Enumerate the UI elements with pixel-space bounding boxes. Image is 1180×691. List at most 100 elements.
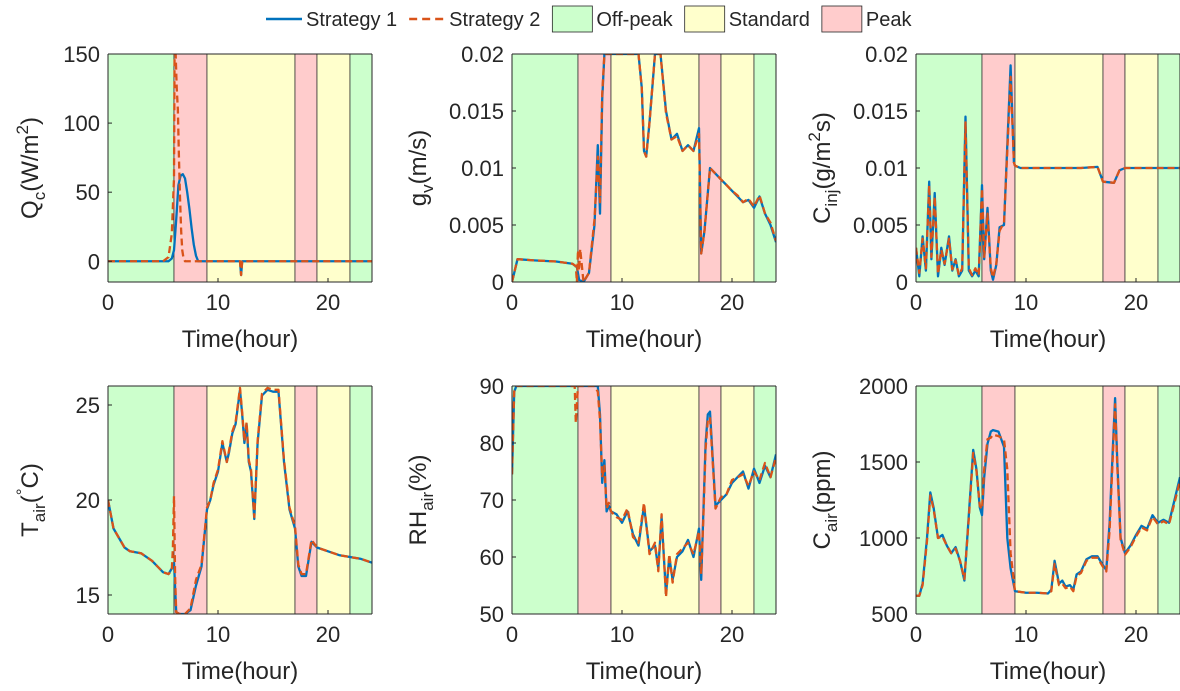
y-tick-label: 0.02: [461, 42, 504, 67]
tariff-band-off-peak: [916, 386, 983, 614]
y-tick-label: 0: [492, 270, 504, 295]
tariff-band-peak: [294, 54, 318, 282]
tariff-band-peak: [981, 386, 1016, 614]
tariff-band-peak: [294, 386, 318, 614]
x-tick-label: 10: [206, 290, 230, 315]
x-tick-label: 10: [610, 290, 634, 315]
y-tick-label: 0.005: [853, 213, 908, 238]
y-tick-label: 60: [480, 545, 504, 570]
tariff-band-standard: [206, 54, 296, 282]
tariff-band-standard: [316, 386, 351, 614]
x-tick-label: 10: [1014, 622, 1038, 647]
y-tick-label: 20: [76, 488, 100, 513]
x-tick-label: 0: [102, 290, 114, 315]
y-tick-label: 0: [88, 249, 100, 274]
y-tick-label: 0: [896, 270, 908, 295]
tariff-band-off-peak: [349, 54, 372, 282]
tariff-band-off-peak: [753, 54, 776, 282]
y-tick-label: 70: [480, 488, 504, 513]
y-tick-label: 2000: [859, 374, 908, 399]
x-axis-label: Time(hour): [990, 658, 1106, 685]
tariff-band-off-peak: [108, 386, 175, 614]
y-axis-label: Qc(W/m2): [13, 117, 49, 219]
x-tick-label: 20: [720, 622, 744, 647]
y-tick-label: 500: [871, 602, 908, 627]
tariff-band-standard: [610, 386, 700, 614]
x-tick-label: 20: [316, 622, 340, 647]
x-tick-label: 0: [102, 622, 114, 647]
y-tick-label: 50: [76, 180, 100, 205]
x-tick-label: 10: [206, 622, 230, 647]
panel-qc: 0 10 20 0 50 100 150 Time(hour) Qc(W/m2): [13, 42, 373, 353]
tariff-band-off-peak: [108, 54, 175, 282]
tariff-band-off-peak: [512, 386, 579, 614]
y-tick-label: 90: [480, 374, 504, 399]
series-strategy-2-line: [512, 386, 776, 599]
panel-cinj: 0 10 20 0 0.005 0.01 0.015 0.02 Time(hour) Cinj(g…: [805, 42, 1180, 353]
y-axis-label: gv(m/s): [405, 130, 437, 207]
x-axis-label: Time(hour): [990, 326, 1106, 353]
tariff-band-standard: [720, 386, 755, 614]
x-axis-label: Time(hour): [586, 658, 702, 685]
y-tick-label: 0.01: [865, 156, 908, 181]
legend-patch-swatch: [821, 5, 863, 33]
legend-item-2: Strategy 2: [409, 9, 540, 31]
tariff-band-standard: [610, 54, 700, 282]
legend-patch-swatch: [684, 5, 726, 33]
legend-item-4: Standard: [684, 5, 810, 33]
tariff-band-standard: [1124, 386, 1159, 614]
legend: Strategy 1 Strategy 2 Off-peak Standard Peak: [266, 5, 913, 33]
series-strategy-2-line: [512, 54, 776, 282]
legend-patch-swatch: [551, 5, 593, 33]
y-tick-label: 0.005: [449, 213, 504, 238]
x-tick-label: 10: [1014, 290, 1038, 315]
x-tick-label: 20: [1124, 290, 1148, 315]
x-axis-label: Time(hour): [586, 326, 702, 353]
x-tick-label: 0: [506, 622, 518, 647]
tariff-bands: [916, 386, 1180, 614]
series-group: [512, 386, 776, 599]
x-axis-label: Time(hour): [182, 658, 298, 685]
tariff-band-standard: [316, 54, 351, 282]
x-tick-label: 20: [720, 290, 744, 315]
tariff-bands: [512, 386, 776, 614]
series-strategy-2-line: [916, 75, 1180, 279]
y-tick-label: 0.01: [461, 156, 504, 181]
series-group: [108, 54, 372, 277]
legend-label: Off-peak: [596, 9, 673, 31]
tariff-band-peak: [1102, 54, 1126, 282]
x-axis-label: Time(hour): [182, 326, 298, 353]
tariff-band-off-peak: [1157, 386, 1180, 614]
panel-cair: 0 10 20 500 1000 1500 2000 Time(hour) Cair(ppm): [809, 374, 1180, 685]
y-tick-label: 50: [480, 602, 504, 627]
series-group: [916, 64, 1180, 281]
legend-label: Strategy 1: [306, 9, 397, 31]
series-group: [512, 54, 776, 282]
x-tick-label: 20: [316, 290, 340, 315]
legend-label: Standard: [729, 9, 810, 31]
y-tick-label: 80: [480, 431, 504, 456]
panel-gv: 0 10 20 0 0.005 0.01 0.015 0.02 Time(hour) gv(m/s…: [405, 42, 777, 353]
y-tick-label: 0.015: [449, 99, 504, 124]
x-tick-label: 20: [1124, 622, 1148, 647]
legend-label: Peak: [866, 9, 913, 31]
y-tick-label: 25: [76, 393, 100, 418]
y-tick-label: 0.02: [865, 42, 908, 67]
legend-item-5: Peak: [821, 5, 913, 33]
y-tick-label: 1500: [859, 450, 908, 475]
y-axis-label: Tair(°C): [13, 463, 49, 537]
y-tick-label: 1000: [859, 526, 908, 551]
x-tick-label: 0: [506, 290, 518, 315]
tariff-bands: [108, 386, 372, 614]
y-tick-label: 150: [63, 42, 100, 67]
tariff-band-off-peak: [512, 54, 579, 282]
tariff-bands: [108, 54, 372, 282]
series-strategy-2-line: [108, 386, 372, 614]
tariff-band-peak: [173, 386, 208, 614]
y-axis-label: RHair(%): [405, 455, 437, 546]
y-tick-label: 100: [63, 111, 100, 136]
series-group: [108, 386, 372, 614]
y-tick-label: 0.015: [853, 99, 908, 124]
